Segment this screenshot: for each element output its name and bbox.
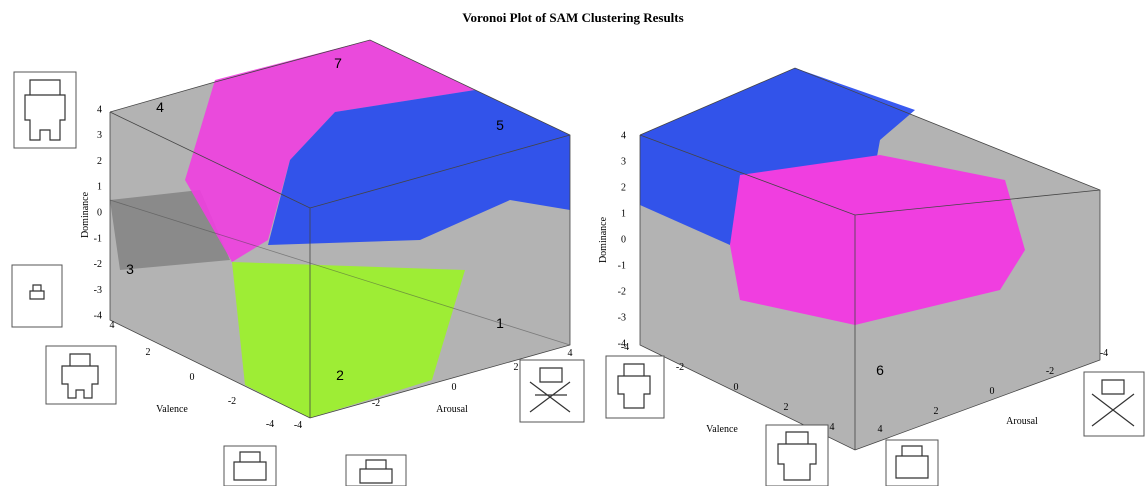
left-plot <box>109 39 571 419</box>
dominance-tick-label: -4 <box>618 338 626 349</box>
region-5 <box>268 90 570 245</box>
icon <box>1083 371 1145 437</box>
z-axis-label: Arousal <box>1006 416 1038 427</box>
icon-figure <box>24 79 66 141</box>
valence-tick-label: -4 <box>266 419 274 430</box>
dominance-tick-label: 0 <box>621 234 626 245</box>
dominance-tick-label: -4 <box>94 311 102 322</box>
valence-tick-label: 0 <box>734 382 739 393</box>
x-axis-label: Valence <box>156 404 188 415</box>
dominance-tick-label: 2 <box>621 182 626 193</box>
valence-tick-label: -2 <box>228 396 236 407</box>
dominance-tick-label: -2 <box>618 286 626 297</box>
icon-figure <box>29 284 45 300</box>
arousal-tick-label: -2 <box>372 398 380 409</box>
region-7 <box>185 40 475 262</box>
icon-figure <box>1091 379 1135 427</box>
dominance-tick-label: -3 <box>94 285 102 296</box>
arousal-tick-label: 4 <box>878 424 883 435</box>
dominance-tick-label: 2 <box>97 156 102 167</box>
box-edge <box>639 67 1101 451</box>
valence-tick-label: -4 <box>621 342 629 353</box>
dominance-tick-label: 1 <box>97 182 102 193</box>
valence-tick-label: 2 <box>784 402 789 413</box>
icon-figure <box>895 445 929 479</box>
region-label: 6 <box>876 362 884 378</box>
icon <box>11 264 63 328</box>
region-label: 4 <box>156 99 164 115</box>
region-magenta <box>730 155 1025 325</box>
dominance-tick-label: 3 <box>621 156 626 167</box>
box-edge <box>109 199 571 346</box>
valence-tick-label: -2 <box>676 362 684 373</box>
icon <box>45 345 117 405</box>
arousal-tick-label: -4 <box>1100 348 1108 359</box>
dominance-tick-label: -1 <box>618 260 626 271</box>
arousal-tick-label: 0 <box>990 386 995 397</box>
dominance-tick-label: 0 <box>97 207 102 218</box>
arousal-tick-label: 4 <box>568 348 573 359</box>
arousal-tick-label: -4 <box>294 420 302 431</box>
icon <box>223 445 277 486</box>
z-axis-label: Arousal <box>436 404 468 415</box>
region-2 <box>232 262 465 418</box>
y-axis-label: Dominance <box>80 191 91 238</box>
icon-figure <box>617 363 651 409</box>
region-label: 1 <box>496 315 504 331</box>
dominance-tick-label: 4 <box>97 104 102 115</box>
dominance-tick-label: -3 <box>618 312 626 323</box>
valence-tick-label: 2 <box>146 347 151 358</box>
valence-tick-label: 0 <box>190 372 195 383</box>
icon-figure <box>359 459 393 484</box>
region-label: 2 <box>336 367 344 383</box>
region-label: 3 <box>126 261 134 277</box>
icon <box>519 359 585 423</box>
sam-icons <box>11 71 1145 486</box>
valence-tick-label: 4 <box>110 320 115 331</box>
dominance-tick-label: 3 <box>97 130 102 141</box>
icon <box>885 439 939 486</box>
y-axis-label: Dominance <box>598 216 609 263</box>
icon-figure <box>61 353 99 399</box>
icon-figure <box>529 367 571 413</box>
title: Voronoi Plot of SAM Clustering Results <box>462 10 683 25</box>
icon <box>605 355 665 419</box>
box-edge <box>109 39 571 419</box>
dominance-tick-label: 4 <box>621 130 626 141</box>
dominance-tick-label: -2 <box>94 259 102 270</box>
dominance-tick-label: 1 <box>621 208 626 219</box>
x-axis-label: Valence <box>706 424 738 435</box>
arousal-tick-label: 2 <box>934 406 939 417</box>
valence-tick-label: 4 <box>830 422 835 433</box>
region-label: 5 <box>496 117 504 133</box>
arousal-tick-label: -2 <box>1046 366 1054 377</box>
icon <box>765 424 829 486</box>
region-blue <box>640 68 915 245</box>
dominance-tick-label: -1 <box>94 233 102 244</box>
icon-figure <box>233 451 267 481</box>
arousal-tick-label: 2 <box>514 362 519 373</box>
arousal-tick-label: 0 <box>452 382 457 393</box>
cell-shade <box>110 190 230 270</box>
region-label: 7 <box>334 55 342 71</box>
icon <box>13 71 77 149</box>
icon-figure <box>777 431 817 481</box>
right-plot <box>639 67 1101 451</box>
